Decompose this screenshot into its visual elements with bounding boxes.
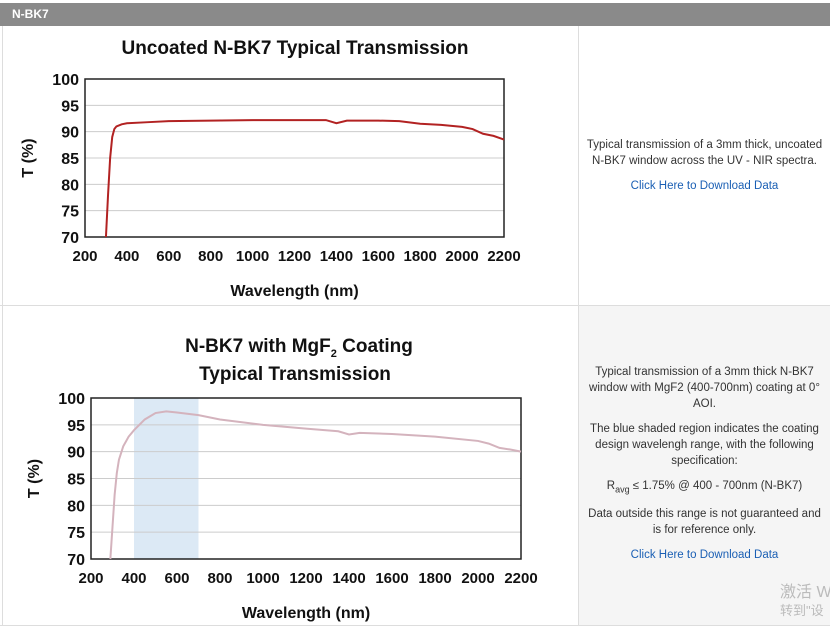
y-tick-label: 85: [67, 472, 85, 489]
x-axis-label: Wavelength (nm): [242, 605, 370, 622]
spec-sub: avg: [615, 484, 630, 495]
chart-uncoated: Uncoated N-BK7 Typical Transmission 70 75 8…: [20, 38, 521, 300]
info-panel: Typical transmission of a 3mm thick N-BK…: [579, 306, 830, 625]
y-tick-label: 70: [67, 552, 85, 569]
x-tick-label: 2000: [445, 248, 478, 265]
chart-title-line2: Typical Transmission: [199, 364, 391, 385]
y-tick-label: 85: [61, 151, 79, 168]
y-tick-label: 95: [67, 418, 85, 435]
watermark-line2: 转到"设: [780, 603, 824, 618]
transmission-line: [104, 119, 505, 238]
description: Typical transmission of a 3mm thick, unc…: [586, 139, 823, 167]
x-tick-label: 400: [121, 570, 146, 587]
disclaimer: Data outside this range is not guarantee…: [588, 508, 821, 537]
y-tick-label: 100: [52, 72, 79, 89]
y-tick-label: 90: [61, 125, 79, 142]
chart-title-line1: N-BK7 with MgF2 Coating: [185, 336, 413, 360]
x-axis-label: Wavelength (nm): [230, 283, 358, 300]
spec-r: R: [606, 480, 616, 492]
row-uncoated: Uncoated N-BK7 Typical Transmission 70 75 8…: [0, 26, 830, 306]
y-tick-label: 75: [67, 525, 85, 542]
plot-frame: [90, 397, 522, 560]
x-tick-label: 1400: [320, 248, 353, 265]
spec-rest: ≤ 1.75% @ 400 - 700nm (N-BK7): [629, 480, 803, 492]
download-data-link[interactable]: Click Here to Download Data: [630, 180, 779, 192]
watermark-line1: 激活 W: [780, 584, 830, 601]
y-tick-label: 75: [61, 204, 79, 221]
y-tick-label: 100: [58, 391, 85, 408]
y-tick-label: 70: [61, 230, 79, 247]
description-shading: The blue shaded region indicates the coa…: [590, 423, 819, 467]
plot-frame: [84, 78, 505, 238]
x-tick-label: 200: [72, 248, 97, 265]
y-tick-label: 95: [61, 98, 79, 115]
x-tick-label: 1600: [362, 248, 395, 265]
x-tick-label: 200: [78, 570, 103, 587]
y-axis-label: T (%): [20, 138, 37, 177]
y-tick-label: 80: [61, 177, 79, 194]
x-tick-label: 400: [114, 248, 139, 265]
x-tick-label: 800: [207, 570, 232, 587]
description: Typical transmission of a 3mm thick N-BK…: [589, 366, 820, 410]
x-tick-label: 600: [164, 570, 189, 587]
x-tick-label: 1200: [289, 570, 322, 587]
y-tick-label: 90: [67, 445, 85, 462]
x-tick-label: 1400: [332, 570, 365, 587]
x-tick-label: 1600: [375, 570, 408, 587]
chart-cell: N-BK7 with MgF2 Coating Typical Transmiss…: [2, 306, 579, 625]
chart-title: Uncoated N-BK7 Typical Transmission: [121, 38, 468, 59]
x-tick-label: 1000: [236, 248, 269, 265]
info-panel: Typical transmission of a 3mm thick, unc…: [579, 26, 830, 305]
x-tick-label: 2200: [504, 570, 537, 587]
x-tick-label: 600: [156, 248, 181, 265]
specification: Ravg ≤ 1.75% @ 400 - 700nm (N-BK7): [583, 478, 826, 497]
x-tick-label: 1200: [278, 248, 311, 265]
chart-cell: Uncoated N-BK7 Typical Transmission 70 75 8…: [2, 26, 579, 305]
y-tick-label: 80: [67, 498, 85, 515]
x-tick-label: 1000: [246, 570, 279, 587]
x-tick-label: 1800: [404, 248, 437, 265]
chart-mgf2: N-BK7 with MgF2 Coating Typical Transmiss…: [26, 336, 538, 622]
x-tick-label: 800: [198, 248, 223, 265]
x-tick-label: 2000: [461, 570, 494, 587]
download-data-link[interactable]: Click Here to Download Data: [630, 549, 779, 562]
row-coated: N-BK7 with MgF2 Coating Typical Transmiss…: [0, 306, 830, 626]
x-tick-label: 1800: [418, 570, 451, 587]
y-axis-label: T (%): [26, 459, 43, 498]
transmission-line: [109, 410, 522, 560]
x-tick-label: 2200: [487, 248, 520, 265]
section-header: N-BK7: [0, 3, 830, 26]
